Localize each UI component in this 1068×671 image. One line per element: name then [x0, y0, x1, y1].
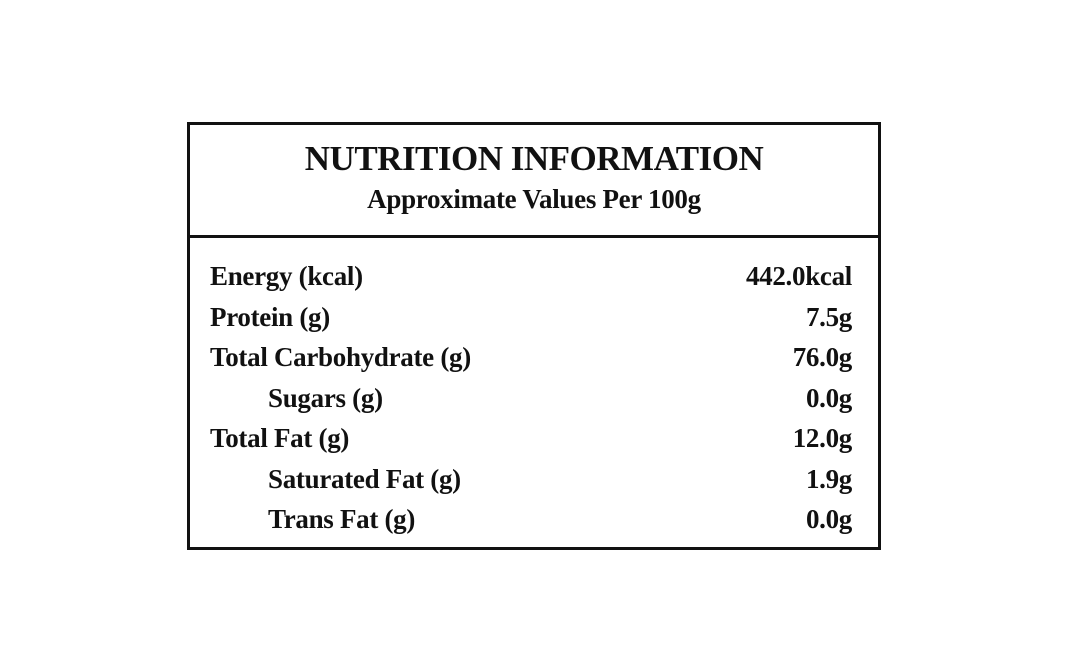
- nutrient-row-trans-fat: Trans Fat (g) 0.0g: [190, 499, 878, 540]
- nutrition-subtitle: Approximate Values Per 100g: [367, 184, 701, 214]
- nutrient-row-total-carbohydrate: Total Carbohydrate (g) 76.0g: [190, 337, 878, 378]
- nutrient-label: Energy (kcal): [210, 261, 363, 291]
- nutrient-value: 1.9g: [805, 463, 852, 494]
- nutrient-label: Total Fat (g): [210, 423, 350, 453]
- nutrient-value: 0.0g: [805, 504, 852, 534]
- nutrition-title: NUTRITION INFORMATION: [304, 139, 764, 178]
- nutrient-label: Saturated Fat (g): [268, 463, 461, 494]
- nutrient-row-total-fat: Total Fat (g) 12.0g: [190, 418, 878, 459]
- nutrient-row-sugars: Sugars (g) 0.0g: [190, 378, 878, 419]
- nutrition-header: NUTRITION INFORMATION Approximate Values…: [190, 125, 878, 238]
- nutrient-value: 76.0g: [792, 342, 853, 372]
- nutrient-row-protein: Protein (g) 7.5g: [190, 297, 878, 338]
- nutrient-table: Energy (kcal) 442.0kcal Protein (g) 7.5g…: [190, 256, 878, 540]
- nutrient-label: Trans Fat (g): [268, 504, 416, 534]
- nutrition-panel: NUTRITION INFORMATION Approximate Values…: [187, 122, 881, 550]
- nutrient-label: Protein (g): [210, 301, 330, 332]
- nutrient-value: 7.5g: [805, 301, 852, 332]
- nutrient-row-energy: Energy (kcal) 442.0kcal: [190, 256, 878, 297]
- nutrient-value: 442.0kcal: [745, 261, 852, 291]
- nutrient-value: 0.0g: [805, 382, 852, 413]
- nutrient-label: Sugars (g): [268, 382, 383, 413]
- nutrient-value: 12.0g: [792, 423, 853, 453]
- nutrient-row-saturated-fat: Saturated Fat (g) 1.9g: [190, 459, 878, 500]
- nutrient-label: Total Carbohydrate (g): [210, 342, 471, 372]
